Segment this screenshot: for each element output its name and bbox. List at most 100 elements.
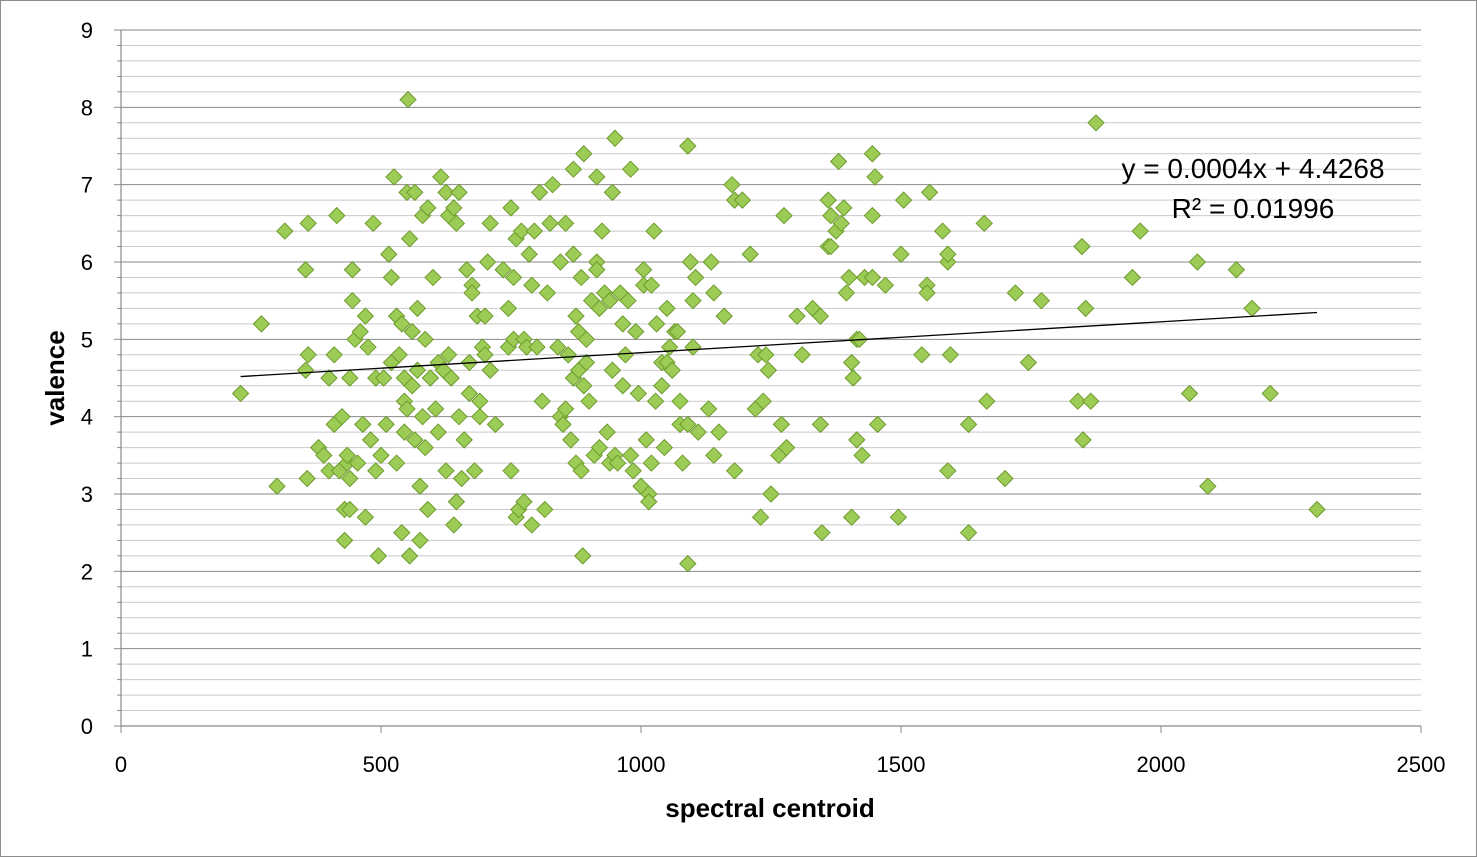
data-point — [445, 199, 463, 217]
data-point — [575, 145, 593, 163]
data-point — [341, 369, 359, 387]
data-point — [598, 423, 616, 441]
data-point — [445, 516, 463, 534]
data-point — [889, 508, 908, 526]
data-point — [710, 423, 728, 441]
data-point — [813, 523, 831, 542]
data-point — [1019, 353, 1038, 372]
data-point — [411, 531, 429, 550]
data-points — [231, 90, 1326, 573]
data-point — [572, 462, 590, 480]
y-tick-label: 1 — [81, 637, 93, 662]
y-tick-label: 7 — [81, 173, 93, 198]
data-point — [426, 400, 445, 418]
y-tick-label: 9 — [81, 18, 93, 43]
data-point — [679, 554, 697, 573]
data-point — [390, 346, 408, 364]
data-point — [231, 384, 250, 403]
data-point — [996, 469, 1014, 488]
data-point — [640, 493, 658, 511]
data-point — [369, 547, 388, 565]
data-point — [715, 307, 733, 325]
data-point — [387, 454, 406, 472]
data-point — [775, 206, 793, 225]
data-point — [939, 462, 957, 480]
data-point — [380, 245, 398, 263]
data-point — [298, 469, 316, 488]
data-point — [458, 261, 476, 279]
data-point — [844, 369, 862, 387]
data-point — [463, 284, 481, 302]
data-point — [590, 299, 609, 318]
data-point — [325, 346, 343, 364]
data-point — [593, 222, 611, 240]
data-point — [1199, 477, 1217, 495]
data-point — [268, 477, 286, 495]
data-point — [372, 446, 390, 465]
data-point — [437, 183, 455, 202]
data-point — [681, 253, 700, 271]
data-point — [328, 206, 346, 225]
data-point — [408, 299, 427, 318]
data-point — [564, 160, 583, 178]
data-point — [315, 446, 333, 465]
data-point — [452, 469, 471, 488]
data-point — [499, 299, 518, 318]
y-axis-title: valence — [40, 330, 70, 425]
x-tick-label: 0 — [115, 752, 127, 777]
data-point — [840, 268, 858, 287]
data-point — [533, 392, 551, 410]
data-point — [577, 330, 596, 349]
data-point — [374, 369, 393, 387]
data-point — [684, 291, 702, 310]
data-point — [403, 377, 421, 395]
y-tick-label: 6 — [81, 250, 93, 275]
data-point — [455, 431, 473, 449]
data-point — [959, 415, 978, 434]
data-point — [1006, 284, 1025, 302]
data-point — [606, 129, 624, 147]
data-point — [348, 454, 367, 472]
data-point — [829, 152, 848, 171]
data-point — [432, 168, 450, 186]
data-point — [538, 284, 557, 302]
x-axis-title: spectral centroid — [665, 793, 875, 823]
data-point — [653, 377, 671, 395]
data-point — [356, 508, 375, 526]
data-point — [364, 214, 382, 233]
data-point — [406, 431, 424, 449]
data-point — [772, 415, 791, 434]
data-point — [614, 315, 632, 333]
axes — [114, 29, 1422, 733]
data-point — [549, 338, 567, 356]
data-point — [343, 261, 362, 279]
data-point — [699, 400, 718, 418]
data-point — [918, 284, 936, 302]
data-point — [913, 346, 931, 364]
data-point — [608, 454, 627, 472]
trendline-r-squared: R² = 0.01996 — [1172, 193, 1335, 224]
data-point — [447, 493, 466, 511]
data-point — [788, 307, 806, 325]
data-point — [959, 523, 978, 542]
tick-labels: 0 1 2 3 4 5 6 7 8 9 0 500 1000 1500 2000 2500 — [81, 18, 1446, 777]
data-point — [920, 183, 939, 202]
data-point — [689, 423, 707, 441]
data-point — [621, 160, 640, 178]
data-point — [741, 245, 759, 263]
data-point — [523, 516, 541, 534]
data-point — [299, 214, 317, 233]
data-point — [757, 346, 775, 364]
data-point — [1069, 392, 1087, 410]
data-point — [819, 191, 837, 209]
data-point — [471, 407, 489, 426]
data-point — [515, 493, 533, 511]
data-point — [733, 191, 752, 209]
data-point — [634, 261, 653, 279]
data-point — [679, 415, 697, 434]
data-point — [562, 431, 580, 449]
data-point — [296, 261, 315, 279]
data-point — [481, 361, 499, 379]
data-point — [624, 462, 642, 480]
data-point — [351, 322, 369, 341]
